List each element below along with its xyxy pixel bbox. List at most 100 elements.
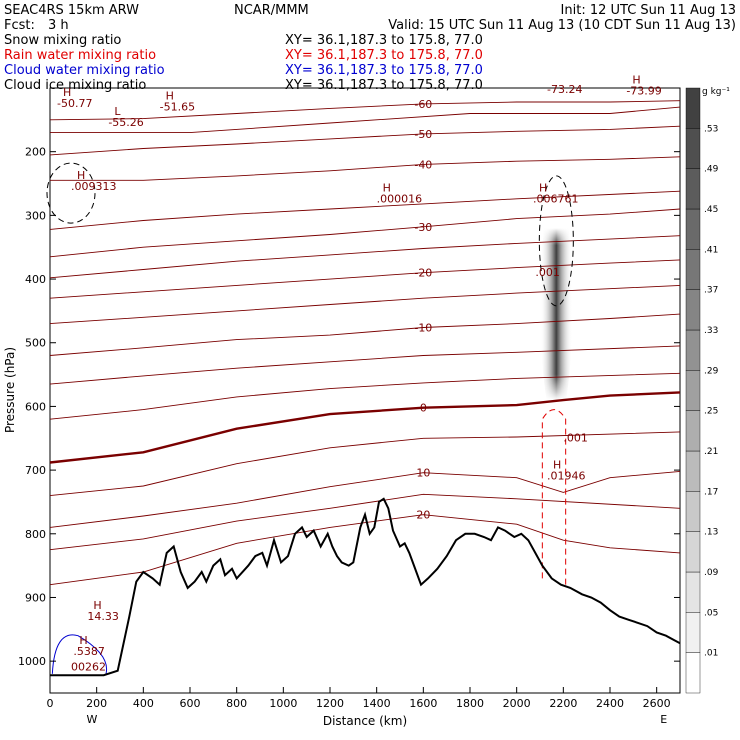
colorbar-swatch xyxy=(685,168,701,210)
fcst-label: Fcst: xyxy=(4,18,35,33)
extremum-kind: H xyxy=(77,169,85,182)
colorbar-swatch xyxy=(685,208,701,250)
colorbar-swatch xyxy=(685,450,701,492)
isotherm xyxy=(49,470,681,528)
plot-frame xyxy=(49,87,681,694)
colorbar-label: .17 xyxy=(704,487,718,497)
colorbar-swatch xyxy=(685,289,701,331)
west-label: W xyxy=(87,713,98,726)
colorbar-swatch xyxy=(685,87,701,129)
isotherm-label: -40 xyxy=(414,158,432,171)
colorbar-swatch xyxy=(685,612,701,653)
colorbar-label: .01 xyxy=(704,649,718,659)
x-tick-label: 800 xyxy=(226,697,247,710)
extremum-kind: L xyxy=(114,105,121,118)
isotherm xyxy=(49,493,681,551)
isotherm xyxy=(49,284,681,325)
x-tick-label: 1600 xyxy=(409,697,437,710)
extremum-value: .000016 xyxy=(377,193,423,206)
x-tick-label: 2400 xyxy=(596,697,624,710)
isotherm-label: 0 xyxy=(420,402,427,415)
colorbar-label: .25 xyxy=(704,407,718,417)
extremum-value: .01946 xyxy=(547,470,586,483)
extremum-kind: H xyxy=(383,182,391,195)
colorbar-swatch xyxy=(685,329,701,371)
field-xy: XY= 36.1,187.3 to 175.8, 77.0 xyxy=(285,78,483,93)
extremum-value: .001 xyxy=(535,266,560,279)
field-name: Cloud water mixing ratio xyxy=(4,63,165,78)
extremum-kind: H xyxy=(166,89,174,102)
field-xy: XY= 36.1,187.3 to 175.8, 77.0 xyxy=(285,63,483,78)
extremum-value: -51.65 xyxy=(160,100,195,113)
isotherm-label: -10 xyxy=(414,321,432,334)
colorbar-swatch xyxy=(685,249,701,290)
extremum-kind: H xyxy=(93,599,101,612)
y-tick-label: 900 xyxy=(25,591,46,604)
init-time: Init: 12 UTC Sun 11 Aug 13 xyxy=(561,3,736,18)
isotherm-label: -60 xyxy=(414,98,432,111)
x-tick-label: 400 xyxy=(133,697,154,710)
y-tick-label: 1000 xyxy=(18,655,46,668)
isotherm xyxy=(49,125,681,156)
extremum-value: .5387 xyxy=(73,645,105,658)
terrain-profile xyxy=(50,497,681,677)
field-name: Cloud ice mixing ratio xyxy=(4,78,146,93)
isotherm xyxy=(49,208,681,258)
field-legend: Snow mixing ratio XY= 36.1,187.3 to 175.8… xyxy=(4,33,483,93)
extremum-value: .001 xyxy=(563,431,588,444)
isotherm xyxy=(49,235,681,279)
x-tick-label: 1200 xyxy=(316,697,344,710)
y-tick-label: 800 xyxy=(25,528,46,541)
snow-plume xyxy=(540,184,573,425)
colorbar-swatch xyxy=(685,370,701,411)
org-label: NCAR/MMM xyxy=(234,3,309,18)
x-tick-label: 0 xyxy=(47,697,54,710)
isotherm-label: 10 xyxy=(416,467,430,480)
axes: 0 200 400 600 800 1000 1200 1400 1600 1800 2000 220… xyxy=(18,146,680,726)
field-xy: XY= 36.1,187.3 to 175.8, 77.0 xyxy=(285,48,483,63)
isotherm-label: -50 xyxy=(414,128,432,141)
isotherm-label: 20 xyxy=(416,509,430,522)
x-axis-label: Distance (km) xyxy=(323,714,407,728)
colorbar-swatch xyxy=(685,571,701,613)
extremum-value: -73.24 xyxy=(547,83,582,96)
isotherm xyxy=(49,514,681,586)
cloud-water-contour xyxy=(51,634,108,675)
colorbar-label: .29 xyxy=(704,366,719,376)
y-tick-label: 400 xyxy=(25,273,46,286)
contour-labels: H-50.77H-51.65L-55.26-73.24H-73.99H.0093… xyxy=(57,73,662,673)
x-tick-label: 600 xyxy=(180,697,201,710)
colorbar-swatch xyxy=(685,652,701,694)
field-name: Rain water mixing ratio xyxy=(4,48,156,63)
colorbar-unit: g kg⁻¹ xyxy=(702,87,730,97)
isotherm xyxy=(49,431,681,497)
y-tick-label: 600 xyxy=(25,400,46,413)
colorbar-swatch xyxy=(685,531,701,573)
isotherm xyxy=(49,190,681,230)
extremum-kind: H xyxy=(632,73,640,86)
extremum-kind: H xyxy=(63,86,71,99)
rain-contour xyxy=(541,409,567,585)
extremum-value: -55.26 xyxy=(108,116,143,129)
x-tick-label: 1800 xyxy=(456,697,484,710)
x-tick-label: 200 xyxy=(86,697,107,710)
isotherm xyxy=(49,372,681,420)
extremum-value: 00262 xyxy=(71,661,106,674)
colorbar-label: .37 xyxy=(704,286,718,296)
mixing-ratio-contours xyxy=(46,162,574,675)
colorbar-swatch xyxy=(685,410,701,452)
temperature-contours: -60 -50 -40 -30 -20 -10 0 10 20 xyxy=(49,98,681,586)
extremum-value: .006761 xyxy=(533,193,579,206)
isotherm xyxy=(49,345,681,385)
x-tick-label: 2600 xyxy=(643,697,671,710)
terrain-line xyxy=(50,497,681,677)
x-tick-label: 2000 xyxy=(503,697,531,710)
field-xy: XY= 36.1,187.3 to 175.8, 77.0 xyxy=(285,33,483,48)
x-tick-label: 1400 xyxy=(363,697,391,710)
y-tick-label: 700 xyxy=(25,464,46,477)
colorbar-label: .05 xyxy=(704,608,718,618)
extremum-value: .009313 xyxy=(71,180,117,193)
colorbar-label: .13 xyxy=(704,528,718,538)
